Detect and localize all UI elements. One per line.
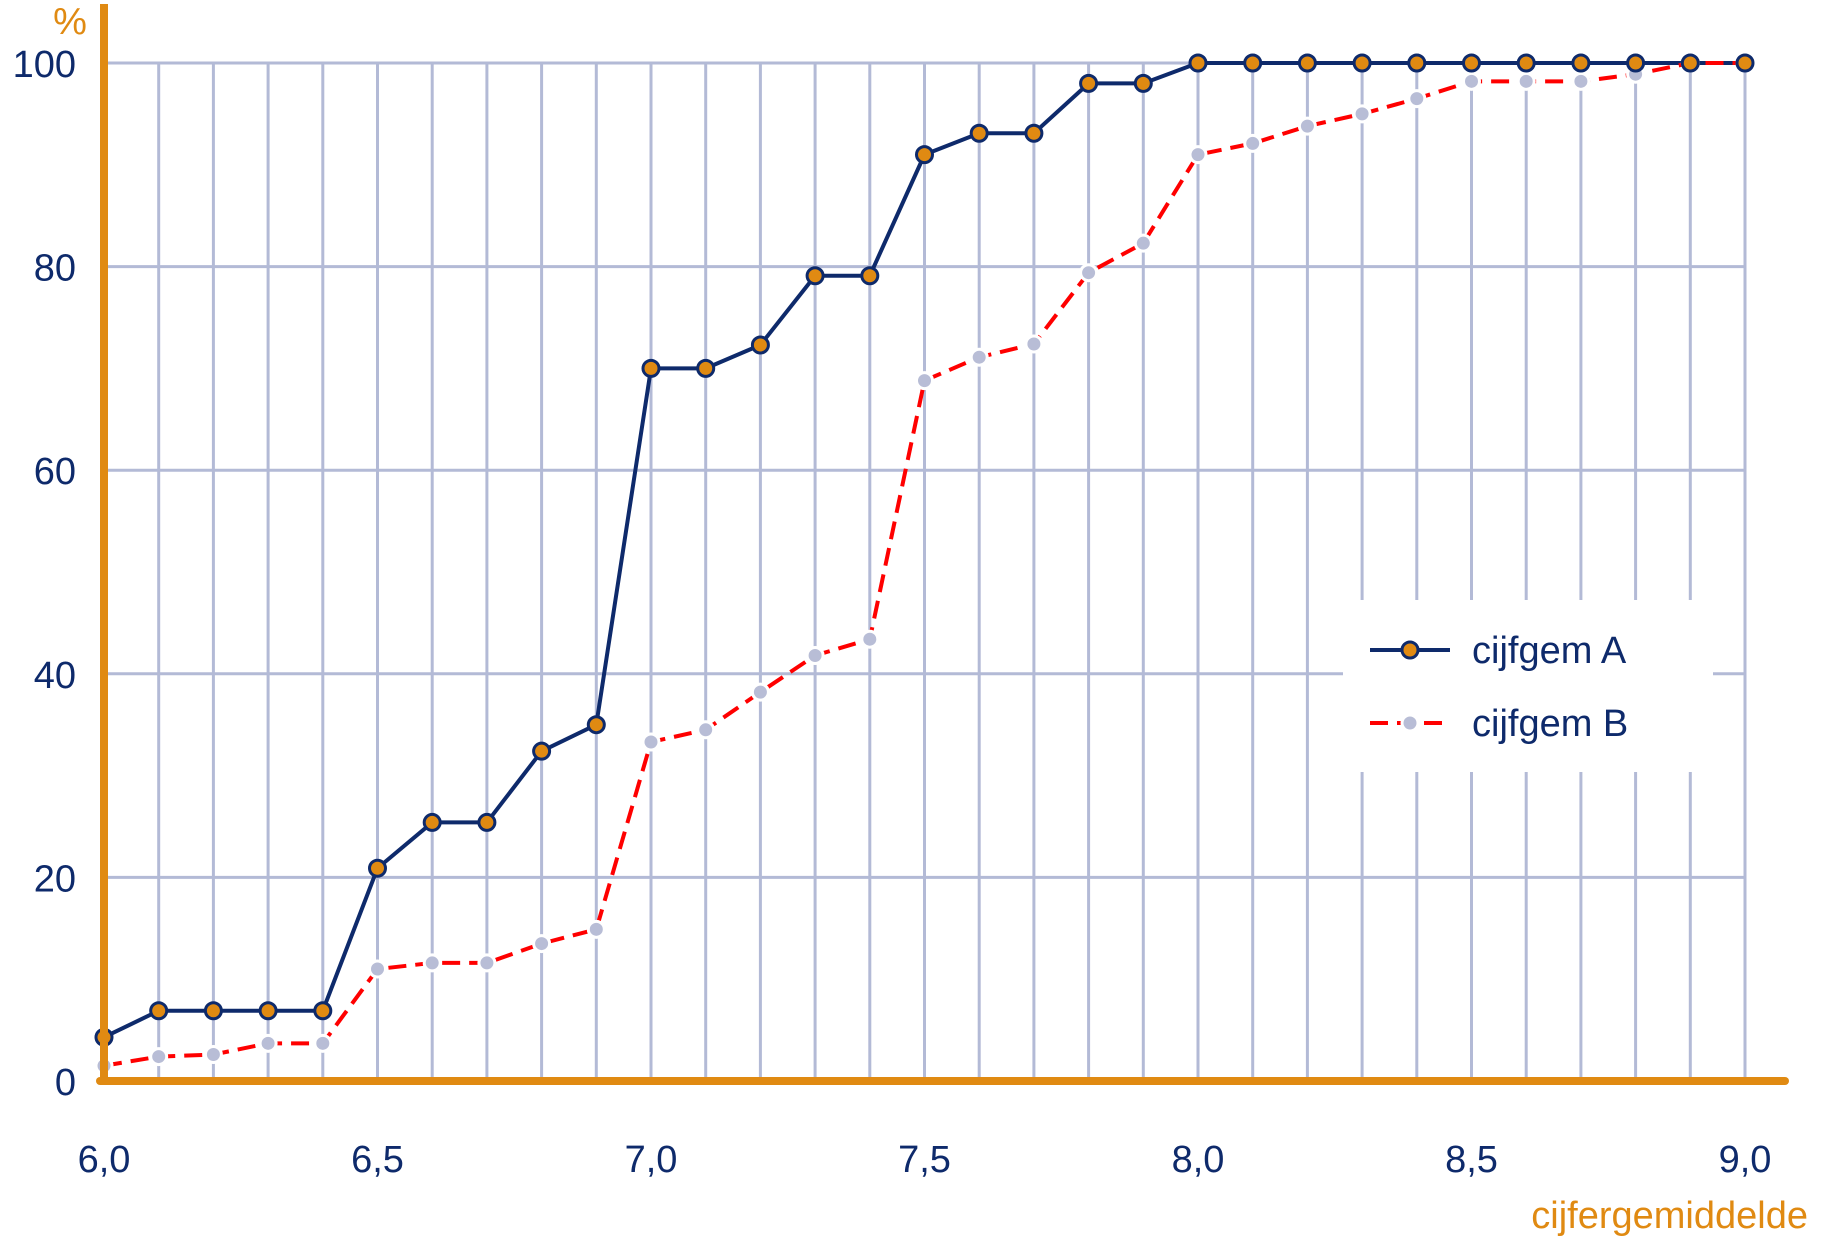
data-point-a	[1352, 53, 1372, 73]
data-point-a	[1516, 53, 1536, 73]
data-point-a	[1680, 53, 1700, 73]
data-point-a	[149, 1001, 169, 1021]
y-tick-label: 60	[34, 451, 76, 493]
data-point-b	[696, 720, 716, 740]
x-tick-label: 6,5	[351, 1139, 404, 1181]
data-point-a	[532, 741, 552, 761]
legend-label-a: cijfgem A	[1472, 630, 1627, 672]
y-tick-label: 80	[34, 248, 76, 290]
data-point-b	[1079, 263, 1099, 283]
data-point-b	[641, 732, 661, 752]
data-point-b	[1024, 334, 1044, 354]
legend-label-b: cijfgem B	[1472, 703, 1628, 745]
data-point-b	[1516, 71, 1536, 91]
data-point-a	[696, 358, 716, 378]
grid	[104, 61, 1747, 1081]
data-point-a	[860, 266, 880, 286]
data-point-a	[422, 812, 442, 832]
data-point-a	[368, 858, 387, 878]
data-point-b	[1571, 71, 1591, 91]
data-point-a	[1735, 53, 1755, 73]
data-point-b	[477, 953, 497, 973]
data-point-b	[1243, 133, 1263, 153]
data-point-a	[915, 145, 934, 165]
data-point-a	[1188, 53, 1208, 73]
legend-marker-a	[1400, 640, 1420, 660]
legend-background-layer	[1343, 600, 1713, 772]
x-tick-label: 8,0	[1172, 1139, 1225, 1181]
data-point-b	[1188, 145, 1208, 165]
data-point-a	[1243, 53, 1263, 73]
data-point-a	[313, 1001, 333, 1021]
data-point-a	[1297, 53, 1317, 73]
data-point-a	[586, 715, 606, 735]
data-point-a	[1571, 53, 1591, 73]
data-point-a	[258, 1001, 278, 1021]
x-axis-label: cijfergemiddelde	[1531, 1195, 1808, 1237]
data-point-b	[368, 959, 387, 979]
data-point-b	[1297, 116, 1317, 136]
data-point-a	[641, 358, 661, 378]
data-point-b	[532, 934, 552, 954]
data-point-b	[750, 682, 770, 702]
y-tick-label: 40	[34, 655, 76, 697]
x-tick-label: 9,0	[1719, 1139, 1772, 1181]
data-point-a	[1626, 53, 1646, 73]
data-point-b	[915, 371, 934, 391]
x-tick-label: 6,0	[78, 1139, 131, 1181]
data-point-b	[1407, 89, 1427, 109]
y-axis-label: %	[53, 1, 87, 43]
data-point-a	[477, 812, 497, 832]
tick-labels: 0 20 40 60 80 100 6,0 6,5 7,0 7,5 8,0 8,5 9,0	[13, 44, 1772, 1181]
x-tick-label: 7,5	[898, 1139, 951, 1181]
legend-marker-b	[1400, 713, 1420, 733]
data-point-b	[422, 953, 442, 973]
x-tick-label: 7,0	[625, 1139, 678, 1181]
axes	[96, 4, 1789, 1085]
data-point-b	[586, 919, 606, 939]
data-point-b	[203, 1045, 223, 1065]
data-point-a	[203, 1001, 223, 1021]
data-point-b	[313, 1033, 333, 1053]
y-tick-label: 20	[34, 858, 76, 900]
data-point-b	[1352, 104, 1372, 124]
data-point-b	[969, 347, 989, 367]
data-point-a	[969, 123, 989, 143]
data-point-b	[149, 1047, 169, 1067]
x-tick-label: 8,5	[1445, 1139, 1498, 1181]
legend-background	[1343, 600, 1713, 772]
data-point-b	[805, 645, 825, 665]
data-point-a	[1462, 53, 1481, 73]
series-layer	[94, 53, 1755, 1076]
data-point-a	[1079, 73, 1099, 93]
data-point-b	[1133, 233, 1153, 253]
data-point-a	[1407, 53, 1427, 73]
data-point-b	[860, 629, 880, 649]
data-point-b	[258, 1033, 278, 1053]
data-point-a	[805, 266, 825, 286]
data-point-a	[750, 335, 770, 355]
y-tick-label: 100	[13, 44, 76, 86]
data-point-a	[1133, 73, 1153, 93]
data-point-b	[1462, 71, 1481, 91]
data-point-a	[1024, 123, 1044, 143]
legend: cijfgem A cijfgem B	[1370, 630, 1628, 745]
y-tick-label: 0	[55, 1062, 76, 1104]
